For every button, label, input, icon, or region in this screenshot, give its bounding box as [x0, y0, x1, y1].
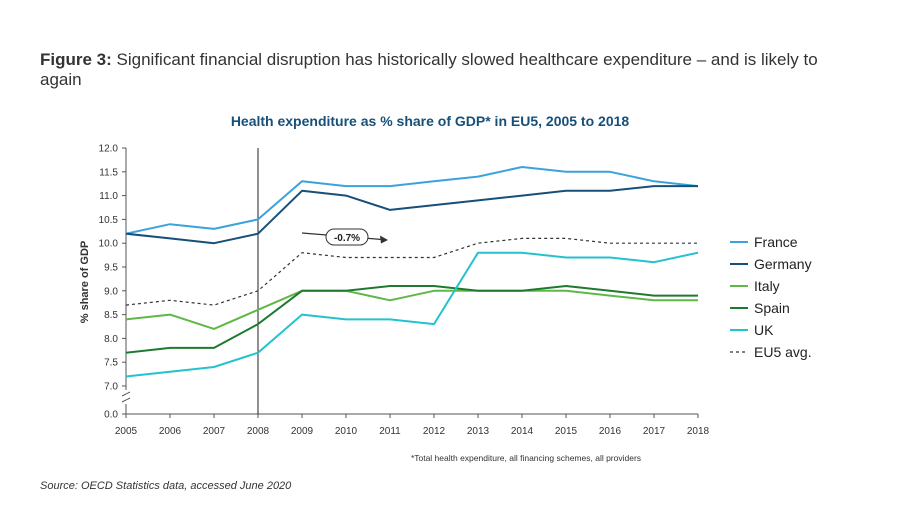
y-tick-label: 10.0 [99, 239, 119, 250]
y-tick-label: 11.5 [99, 167, 118, 178]
x-tick-label: 2011 [379, 426, 401, 437]
annotation-arrowhead [380, 235, 388, 244]
series-line-eu5-avg [125, 237, 698, 306]
x-tick-label: 2018 [687, 426, 710, 437]
figure-caption-text: Significant financial disruption has his… [40, 50, 818, 89]
x-tick-label: 2016 [599, 426, 622, 437]
chart-footnote: *Total health expenditure, all financing… [411, 453, 641, 463]
x-tick-label: 2009 [291, 426, 314, 437]
x-tick-label: 2017 [643, 426, 666, 437]
legend-label: France [754, 234, 798, 250]
annotation: -0.7% [301, 228, 388, 246]
figure-caption: Figure 3: Significant financial disrupti… [40, 50, 860, 90]
legend-label: Spain [754, 300, 790, 316]
source-note: Source: OECD Statistics data, accessed J… [40, 480, 292, 492]
y-tick-label: 10.5 [99, 215, 119, 226]
x-tick-label: 2006 [159, 426, 182, 437]
x-tick-label: 2014 [511, 426, 534, 437]
annotation-badge [325, 228, 369, 246]
series-line-italy [125, 289, 698, 330]
x-tick-label: 2005 [115, 426, 138, 437]
y-tick-label: 9.0 [104, 286, 118, 297]
y-tick-label: 8.0 [104, 334, 118, 345]
series-line-uk [125, 251, 699, 378]
figure-label: Figure 3: [40, 50, 112, 69]
y-tick-label: 7.5 [104, 358, 118, 369]
y-tick-label: 0.0 [104, 410, 118, 421]
y-axis-break-mark [121, 397, 131, 403]
legend-label: UK [754, 322, 774, 338]
x-tick-label: 2007 [203, 426, 226, 437]
y-tick-label: 7.0 [104, 382, 118, 393]
y-axis-title: % share of GDP [79, 241, 91, 324]
chart-title: Health expenditure as % share of GDP* in… [231, 113, 630, 129]
series-line-spain [125, 285, 698, 354]
series-line-france [125, 166, 699, 235]
x-tick-label: 2008 [247, 426, 270, 437]
y-tick-label: 12.0 [99, 144, 119, 155]
x-tick-label: 2012 [423, 426, 446, 437]
legend: France Germany Italy Spain UK EU5 avg. [730, 234, 812, 360]
annotation-label: -0.7% [334, 233, 360, 244]
y-tick-label: 8.5 [104, 310, 118, 321]
legend-label: Italy [754, 278, 780, 294]
legend-label: Germany [754, 256, 812, 272]
x-tick-label: 2010 [335, 426, 358, 437]
series-lines [125, 166, 699, 378]
x-tick-label: 2015 [555, 426, 578, 437]
axes: 12.0 11.5 11.0 10.5 10.0 9.5 9.0 8.5 8.0 7.5 7.0 0.… [99, 144, 710, 438]
series-line-germany [125, 185, 698, 245]
y-tick-label: 9.5 [104, 263, 118, 274]
y-axis-break-mark [121, 391, 131, 397]
legend-label: EU5 avg. [754, 344, 812, 360]
x-tick-label: 2013 [467, 426, 490, 437]
y-tick-label: 11.0 [99, 191, 118, 202]
